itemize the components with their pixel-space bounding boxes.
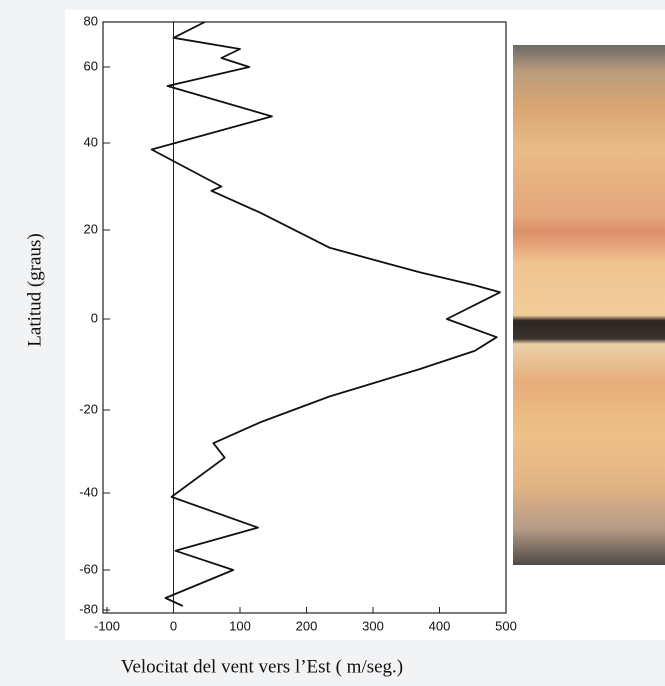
planet-image [513,45,665,565]
wind-profile-line [150,21,501,607]
x-tick-label: 200 [296,618,318,633]
x-tick-label: 500 [495,618,517,633]
x-tick-label: 300 [362,618,384,633]
plot-frame [102,21,507,614]
y-tick-label: 0 [91,310,98,325]
x-tick-label: 0 [170,618,177,633]
x-tick-label: -100 [94,618,120,633]
x-tick-label: 100 [229,618,251,633]
x-tick-label: 400 [429,618,451,633]
y-tick-label: 60 [84,58,98,73]
y-tick-label: -80 [79,601,98,616]
x-axis-label: Velocitat del vent vers l’Est ( m/seg.) [121,656,403,677]
y-tick-label: 40 [84,134,98,149]
y-axis-label: Latitud (graus) [24,233,45,346]
y-tick-label: 80 [84,13,98,28]
y-tick-label: -20 [79,401,98,416]
y-tick-label: 20 [84,221,98,236]
y-tick-label: -60 [79,561,98,576]
y-tick-label: -40 [79,484,98,499]
